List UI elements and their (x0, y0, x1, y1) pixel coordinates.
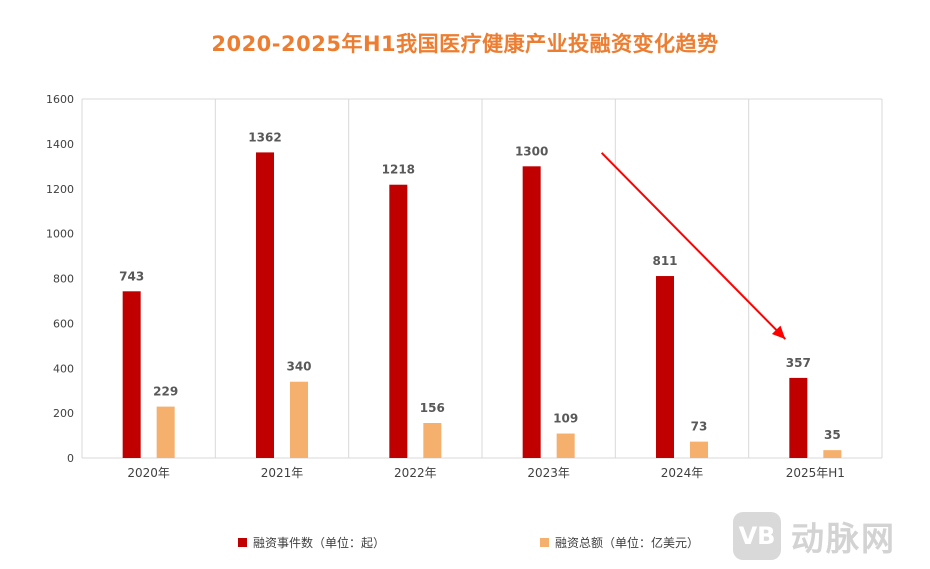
legend-swatch-amount (540, 538, 549, 547)
x-tick-label: 2025年H1 (786, 466, 845, 480)
legend-label-events: 融资事件数（单位：起） (253, 536, 386, 550)
data-label-amount: 340 (286, 360, 311, 374)
y-tick-label: 1000 (46, 228, 74, 241)
grid-lines (81, 98, 883, 459)
data-label-events: 1362 (248, 130, 281, 144)
annotations (600, 152, 787, 340)
bar-events (789, 377, 808, 458)
data-label-amount: 109 (553, 412, 578, 426)
legend-label-amount: 融资总额（单位：亿美元） (555, 536, 700, 550)
bar-amount (156, 406, 175, 458)
y-tick-label: 600 (53, 317, 74, 330)
bars (122, 152, 842, 458)
data-label-events: 743 (119, 269, 144, 283)
data-label-events: 1218 (382, 163, 415, 177)
data-label-amount: 229 (153, 385, 178, 399)
bar-events (656, 276, 674, 458)
bar-amount (556, 433, 575, 458)
x-tick-label: 2020年 (127, 466, 170, 480)
chart-title: 2020-2025年H1我国医疗健康产业投融资变化趋势 (211, 32, 719, 56)
bar-events (122, 291, 141, 458)
bar-events (522, 166, 541, 458)
y-tick-label: 400 (53, 362, 74, 375)
x-tick-label: 2021年 (261, 466, 304, 480)
data-label-amount: 35 (824, 428, 841, 442)
bar-amount (823, 450, 842, 458)
legend-swatch-events (238, 538, 247, 547)
x-axis-ticks: 2020年 2021年 2022年 2023年 2024年 2025年H1 (127, 466, 845, 480)
bar-events (256, 152, 274, 458)
y-tick-label: 1600 (46, 93, 74, 106)
data-label-amount: 73 (691, 420, 708, 434)
bar-amount (423, 422, 442, 458)
data-label-amount: 156 (420, 401, 445, 415)
bar-amount (690, 441, 708, 458)
legend-item-events: 融资事件数（单位：起） (238, 534, 385, 551)
data-label-events: 357 (786, 356, 811, 370)
x-tick-label: 2022年 (394, 466, 437, 480)
y-tick-label: 200 (53, 407, 74, 420)
trend-arrow-head-icon (771, 325, 786, 340)
trend-arrow-line (600, 152, 787, 340)
watermark-text: 动脉网 (791, 519, 896, 558)
y-axis-ticks: 0 200 400 600 800 1000 1200 1400 1600 (46, 93, 74, 465)
y-tick-label: 0 (67, 452, 74, 465)
bar-amount (290, 381, 308, 458)
x-tick-label: 2024年 (661, 466, 704, 480)
bar-events (389, 184, 408, 458)
data-label-events: 811 (652, 254, 677, 268)
data-label-events: 1300 (515, 144, 548, 158)
legend-item-amount: 融资总额（单位：亿美元） (540, 534, 699, 551)
watermark-logo-icon: VB (733, 512, 781, 560)
y-tick-label: 800 (53, 273, 74, 286)
y-tick-label: 1200 (46, 183, 74, 196)
watermark: VB 动脉网 (733, 512, 896, 560)
x-tick-label: 2023年 (527, 466, 570, 480)
data-labels: 743 1362 1218 1300 811 357 229 340 156 109 73 35 (119, 130, 841, 442)
y-tick-label: 1400 (46, 138, 74, 151)
